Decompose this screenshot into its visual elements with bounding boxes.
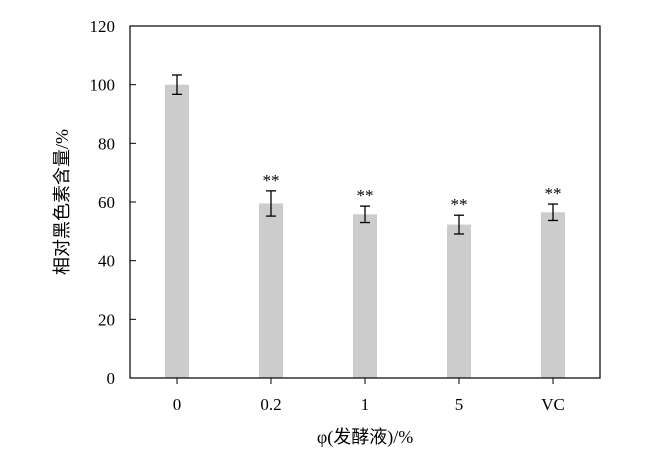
- bar-1: [353, 214, 377, 378]
- error-bar-VC: [548, 203, 558, 222]
- error-bar-1: [360, 205, 370, 224]
- error-bars-layer: [172, 74, 558, 235]
- significance-label: **: [263, 171, 280, 190]
- significance-label: **: [451, 195, 468, 214]
- x-axis: 0 0.2 1 5 VC: [173, 378, 565, 414]
- bar-5: [447, 224, 471, 378]
- y-tick-label: 20: [98, 310, 115, 329]
- y-tick-label: 120: [90, 17, 116, 36]
- bar-0.2: [259, 203, 283, 378]
- significance-label: **: [357, 186, 374, 205]
- y-axis: 0 20 40 60 80 100 120: [90, 17, 136, 388]
- x-tick-label: 1: [361, 395, 370, 414]
- bar-VC: [541, 212, 565, 378]
- y-tick-label: 60: [98, 193, 115, 212]
- error-bar-0.2: [266, 190, 276, 217]
- x-tick-label: VC: [541, 395, 565, 414]
- error-bar-0: [172, 74, 182, 95]
- x-tick-label: 5: [455, 395, 464, 414]
- y-tick-label: 40: [98, 252, 115, 271]
- error-bar-5: [454, 214, 464, 235]
- y-tick-label: 80: [98, 134, 115, 153]
- bar-0: [165, 84, 189, 379]
- bars-layer: [165, 84, 565, 379]
- y-tick-label: 100: [90, 76, 116, 95]
- x-tick-label: 0.2: [260, 395, 281, 414]
- x-tick-label: 0: [173, 395, 182, 414]
- x-axis-title: φ(发酵液)/%: [317, 427, 413, 448]
- significance-layer: ** ** ** **: [263, 171, 562, 214]
- y-axis-title: 相对黑色素含量/%: [52, 129, 72, 275]
- y-tick-label: 0: [107, 369, 116, 388]
- significance-label: **: [545, 184, 562, 203]
